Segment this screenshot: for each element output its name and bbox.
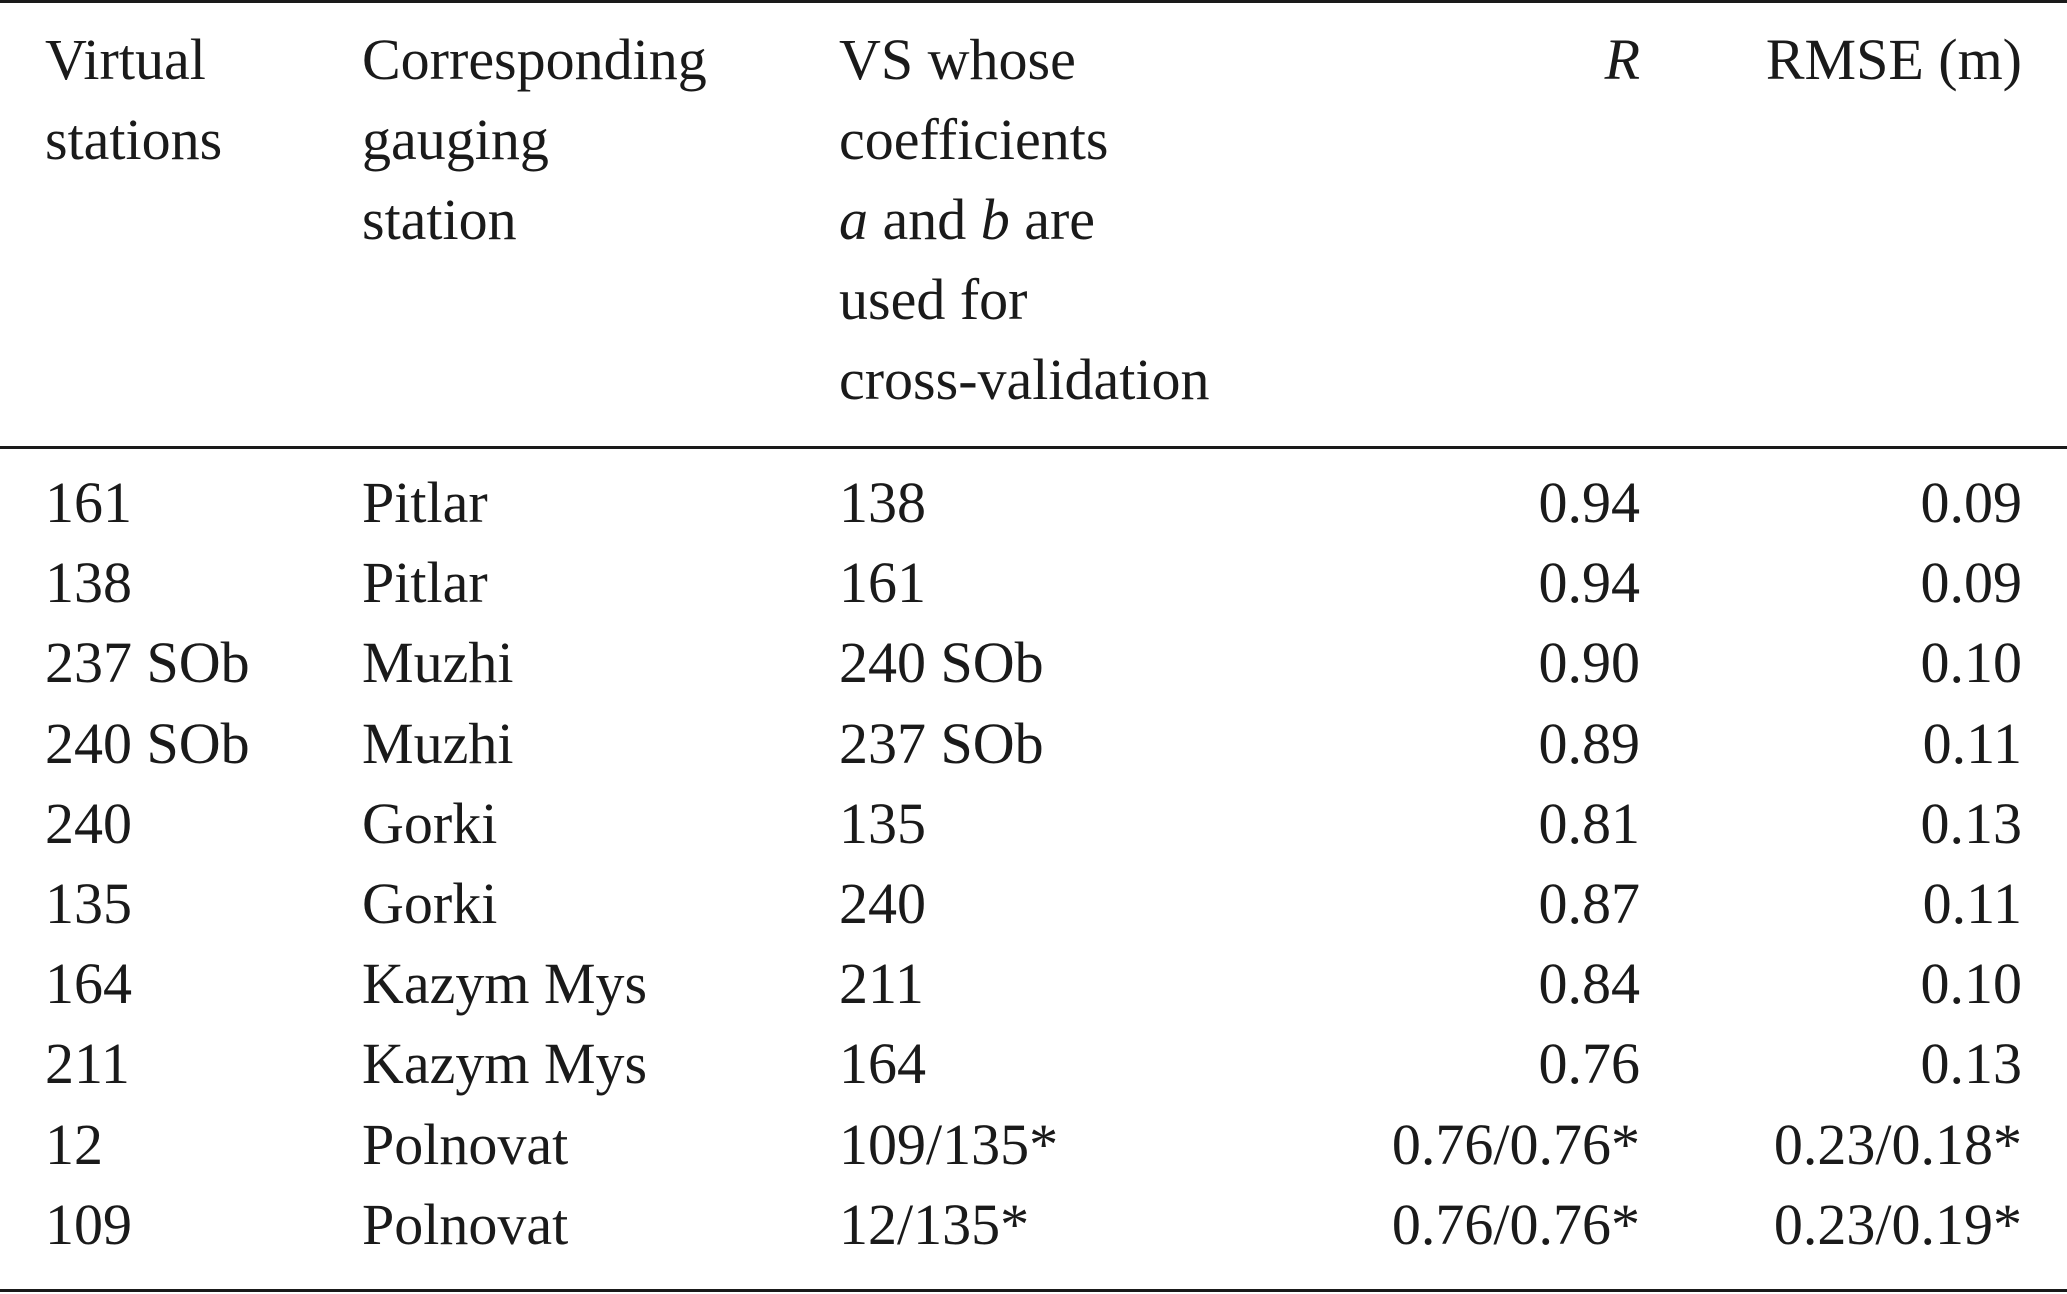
cell-gauging-station: Kazym Mys <box>362 951 648 1016</box>
cell-rmse: 0.09 <box>1920 470 2023 535</box>
cell-gauging-station: Polnovat <box>362 1112 569 1177</box>
cell-virtual-station: 240 SOb <box>45 711 250 776</box>
cell-r: 0.94 <box>1538 470 1641 535</box>
table-header-rule <box>0 446 2067 449</box>
cell-cross-validation-vs: 135 <box>839 791 926 856</box>
cell-gauging-station: Pitlar <box>362 550 488 615</box>
cell-gauging-station: Muzhi <box>362 630 514 695</box>
cell-cross-validation-vs: 237 SOb <box>839 711 1044 776</box>
cell-rmse: 0.10 <box>1920 630 2023 695</box>
cell-virtual-station: 164 <box>45 951 132 1016</box>
cell-gauging-station: Kazym Mys <box>362 1031 648 1096</box>
cell-r: 0.89 <box>1538 711 1641 776</box>
cell-virtual-station: 135 <box>45 871 132 936</box>
cell-gauging-station: Gorki <box>362 871 498 936</box>
cell-rmse: 0.13 <box>1920 791 2023 856</box>
cell-r: 0.76/0.76* <box>1391 1192 1640 1257</box>
table-bottom-rule <box>0 1289 2067 1292</box>
cell-cross-validation-vs: 211 <box>839 951 924 1016</box>
cell-virtual-station: 138 <box>45 550 132 615</box>
cell-rmse: 0.23/0.18* <box>1773 1112 2022 1177</box>
cell-cross-validation-vs: 161 <box>839 550 926 615</box>
cell-virtual-station: 12 <box>45 1112 103 1177</box>
cell-rmse: 0.09 <box>1920 550 2023 615</box>
cell-rmse: 0.13 <box>1920 1031 2023 1096</box>
cell-rmse: 0.10 <box>1920 951 2023 1016</box>
cell-gauging-station: Pitlar <box>362 470 488 535</box>
cell-rmse: 0.11 <box>1922 711 2022 776</box>
header-r: R <box>1604 27 1640 92</box>
cell-gauging-station: Gorki <box>362 791 498 856</box>
cell-virtual-station: 240 <box>45 791 132 856</box>
table-top-rule <box>0 0 2067 3</box>
cell-r: 0.87 <box>1538 871 1641 936</box>
cell-rmse: 0.11 <box>1922 871 2022 936</box>
cell-cross-validation-vs: 240 SOb <box>839 630 1044 695</box>
cell-virtual-station: 161 <box>45 470 132 535</box>
cell-r: 0.76/0.76* <box>1391 1112 1640 1177</box>
cell-virtual-station: 237 SOb <box>45 630 250 695</box>
cell-r: 0.81 <box>1538 791 1641 856</box>
header-corresponding-gauging-station: Corresponding gauging station <box>362 27 707 252</box>
cell-r: 0.94 <box>1538 550 1641 615</box>
cell-cross-validation-vs: 109/135* <box>839 1112 1059 1177</box>
header-virtual-stations: Virtual stations <box>45 27 223 172</box>
cell-gauging-station: Muzhi <box>362 711 514 776</box>
cell-cross-validation-vs: 164 <box>839 1031 926 1096</box>
cell-r: 0.76 <box>1538 1031 1641 1096</box>
cell-rmse: 0.23/0.19* <box>1773 1192 2022 1257</box>
cell-cross-validation-vs: 12/135* <box>839 1192 1030 1257</box>
cell-gauging-station: Polnovat <box>362 1192 569 1257</box>
cell-cross-validation-vs: 240 <box>839 871 926 936</box>
cell-virtual-station: 211 <box>45 1031 130 1096</box>
cell-r: 0.90 <box>1538 630 1641 695</box>
header-vs-cross-validation: VS whose coefficients a and b are used f… <box>839 27 1210 412</box>
header-rmse: RMSE (m) <box>1765 27 2022 92</box>
cell-virtual-station: 109 <box>45 1192 132 1257</box>
cell-cross-validation-vs: 138 <box>839 470 926 535</box>
cell-r: 0.84 <box>1538 951 1641 1016</box>
